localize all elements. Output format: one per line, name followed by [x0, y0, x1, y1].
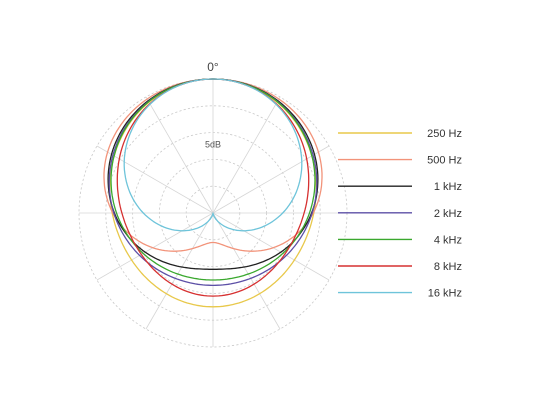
legend: 250 Hz 500 Hz 1 kHz 2 kHz 4 kHz 8 kHz 16 kHz [338, 128, 462, 300]
legend-label: 16 kHz [428, 288, 462, 300]
ring-label: 5dB [205, 140, 221, 150]
grid-spoke [212, 212, 281, 330]
legend-label: 250 Hz [427, 128, 462, 140]
grid-spoke [212, 96, 281, 214]
series-curve [116, 78, 310, 297]
grid-spoke [145, 212, 214, 330]
grid-spoke [212, 212, 330, 281]
series-curve [123, 78, 303, 232]
grid-spoke [96, 145, 214, 214]
angle-label-0deg: 0° [207, 60, 219, 74]
series-curve [110, 78, 316, 281]
series-curve [108, 78, 318, 287]
grid-spoke [212, 145, 330, 214]
legend-label: 8 kHz [434, 261, 462, 273]
grid-spoke [145, 96, 214, 214]
legend-label: 4 kHz [434, 234, 462, 246]
legend-label: 2 kHz [434, 208, 462, 220]
legend-label: 1 kHz [434, 181, 462, 193]
polar-curves [103, 78, 323, 308]
grid-spoke [96, 212, 214, 281]
series-curve [107, 78, 319, 270]
legend-label: 500 Hz [427, 155, 462, 167]
series-curve [103, 78, 323, 252]
